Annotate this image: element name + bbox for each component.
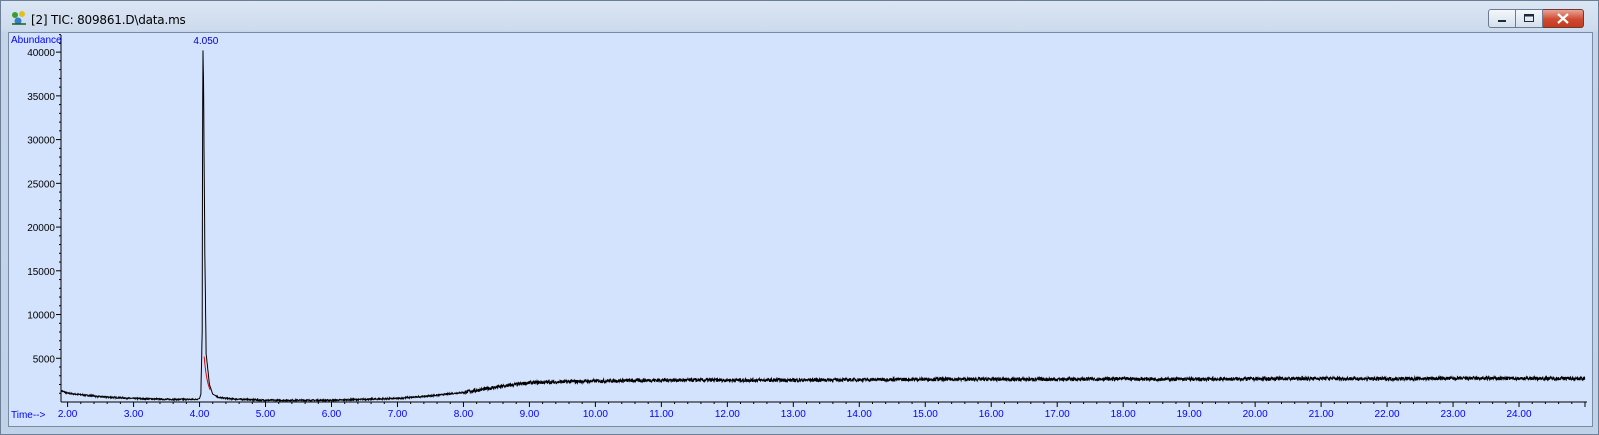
window-title: [2] TIC: 809861.D\data.ms	[31, 13, 186, 27]
tic-chromatogram-chart: 2.00 3.00 4.00 5.00 6.00 7.00 8.00 9.00 10.00 11.…	[11, 16, 1587, 421]
x-tick-label: 15.00	[913, 409, 938, 420]
close-icon	[1557, 13, 1569, 24]
x-tick-label: 11.00	[649, 409, 674, 420]
x-tick-label: 22.00	[1375, 409, 1400, 420]
chromatogram-app-icon	[12, 11, 26, 25]
x-tick-label: 24.00	[1507, 409, 1532, 420]
chromatogram-plot-area[interactable]: 2.00 3.00 4.00 5.00 6.00 7.00 8.00 9.00 10.00 11.…	[8, 16, 1593, 427]
x-axis-label: Time-->	[11, 410, 46, 421]
peak-integration-marker	[203, 356, 211, 390]
y-tick-label: 20000	[27, 223, 55, 234]
y-tick-label: 15000	[27, 267, 55, 278]
x-tick-label: 3.00	[124, 409, 144, 420]
x-tick-label: 12.00	[715, 409, 740, 420]
chart-ticks: 2.00 3.00 4.00 5.00 6.00 7.00 8.00 9.00 10.00 11.…	[27, 16, 1586, 420]
x-tick-label: 5.00	[256, 409, 276, 420]
peak-rt-label: 4.050	[193, 36, 218, 47]
x-tick-label: 17.00	[1045, 409, 1070, 420]
y-tick-label: 40000	[27, 48, 55, 59]
y-tick-label: 10000	[27, 311, 55, 322]
chart-axes	[60, 35, 1587, 403]
y-tick-label: 25000	[27, 179, 55, 190]
y-axis-label: Abundance	[11, 35, 62, 46]
x-tick-label: 4.00	[190, 409, 210, 420]
x-tick-label: 19.00	[1177, 409, 1202, 420]
x-tick-label: 9.00	[520, 409, 540, 420]
minimize-button[interactable]	[1488, 9, 1516, 28]
x-tick-label: 2.00	[58, 409, 78, 420]
x-tick-label: 21.00	[1309, 409, 1334, 420]
x-tick-label: 20.00	[1243, 409, 1268, 420]
x-tick-label: 18.00	[1111, 409, 1136, 420]
y-tick-label: 30000	[27, 136, 55, 147]
title-bar[interactable]: [2] TIC: 809861.D\data.ms	[1, 1, 1598, 33]
maximize-icon	[1524, 14, 1534, 22]
x-tick-label: 23.00	[1441, 409, 1466, 420]
window-controls	[1488, 9, 1584, 28]
x-tick-label: 7.00	[388, 409, 408, 420]
close-button[interactable]	[1543, 9, 1584, 28]
x-tick-label: 14.00	[847, 409, 872, 420]
x-tick-label: 13.00	[781, 409, 806, 420]
maximize-button[interactable]	[1516, 9, 1543, 28]
tic-trace-line	[60, 50, 1586, 403]
y-tick-label: 35000	[27, 92, 55, 103]
x-tick-label: 6.00	[322, 409, 342, 420]
minimize-icon	[1498, 20, 1506, 22]
x-tick-label: 8.00	[454, 409, 474, 420]
y-tick-label: 5000	[33, 354, 56, 365]
x-tick-label: 16.00	[979, 409, 1004, 420]
x-tick-label: 10.00	[583, 409, 608, 420]
peak-labels: 4.050	[193, 36, 218, 47]
